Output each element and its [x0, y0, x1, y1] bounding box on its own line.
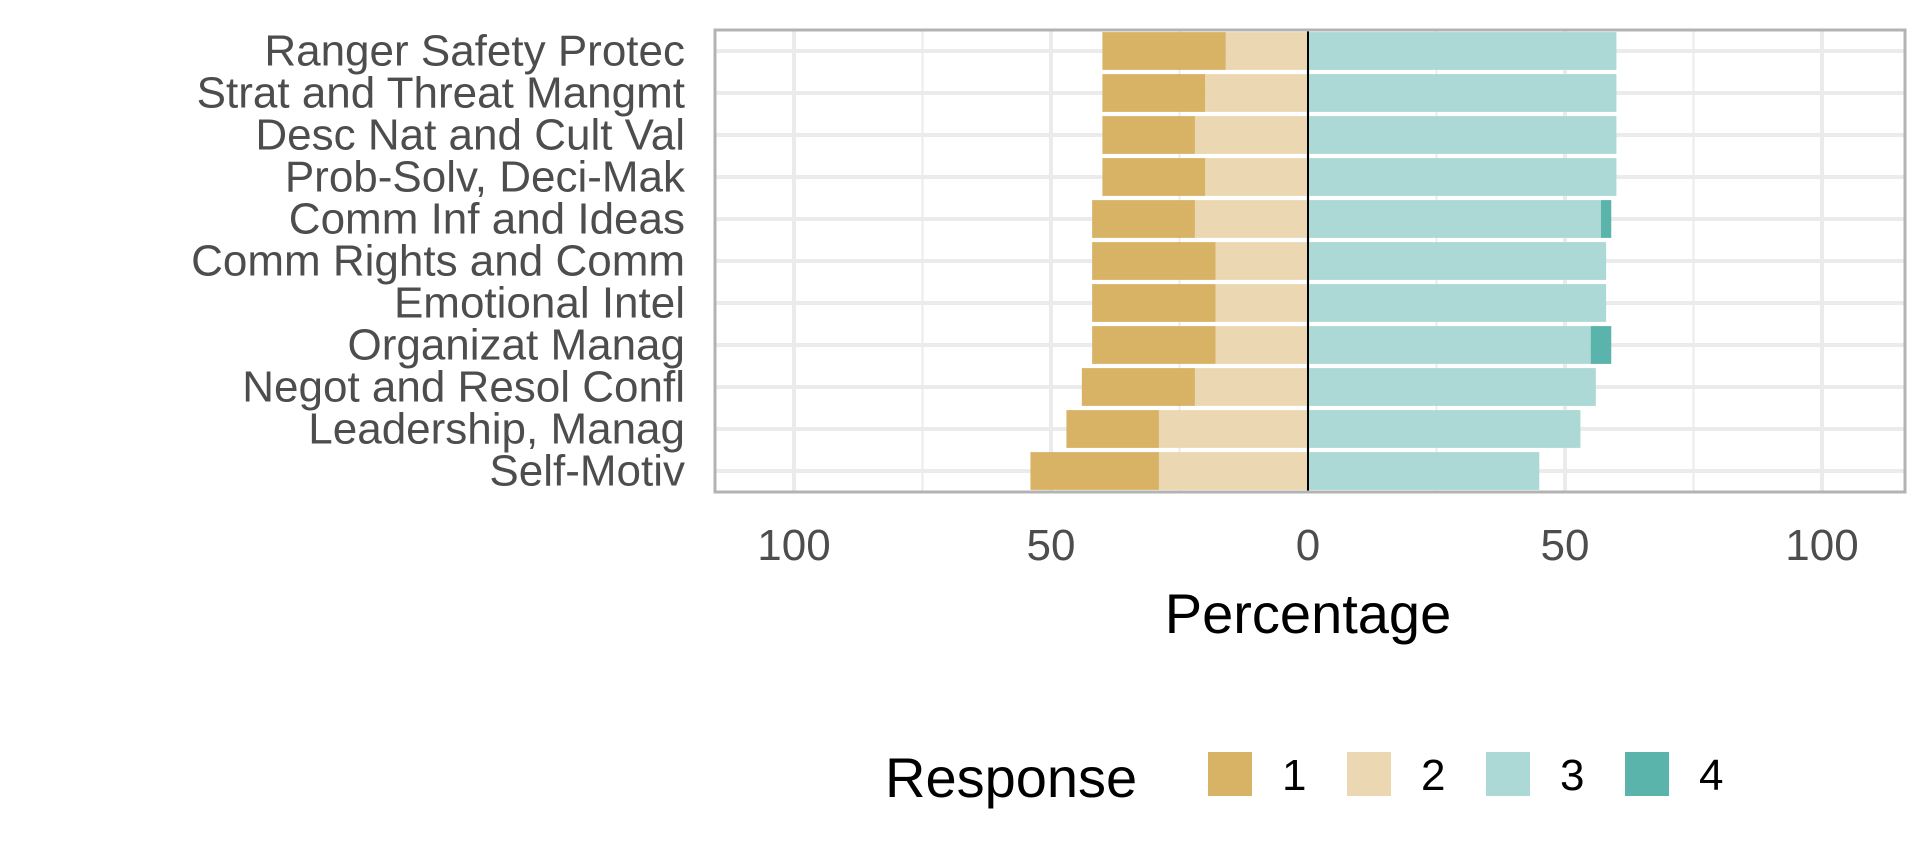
bar-segment-response-2	[1158, 452, 1308, 490]
panel-border	[713, 28, 1907, 494]
bar-segment-response-1	[1102, 116, 1195, 154]
bar-segment-response-2	[1205, 74, 1308, 112]
legend-label: 3	[1560, 751, 1584, 800]
bar-segment-response-3	[1308, 74, 1617, 112]
legend-key-1	[1208, 752, 1252, 796]
bar-segment-response-1	[1102, 74, 1206, 112]
bar-segment-response-1	[1102, 158, 1206, 196]
category-label: Strat and Threat Mangmt	[197, 69, 685, 118]
bar-segment-response-3	[1308, 452, 1540, 490]
category-label: Leadership, Manag	[308, 405, 685, 454]
bar-segment-response-2	[1194, 368, 1308, 406]
bar-segment-response-2	[1194, 200, 1308, 238]
x-tick-label: 100	[757, 521, 830, 570]
x-tick-label: 50	[1027, 521, 1076, 570]
bar-segment-response-3	[1308, 410, 1581, 448]
bar-segment-response-1	[1102, 32, 1226, 70]
category-label: Comm Rights and Comm	[191, 237, 685, 286]
category-label: Emotional Intel	[394, 279, 685, 328]
bar-segment-response-1	[1030, 452, 1159, 490]
legend-label: 4	[1699, 751, 1723, 800]
bar-segment-response-2	[1225, 32, 1308, 70]
x-tick-label: 100	[1785, 521, 1858, 570]
bar-segment-response-3	[1308, 284, 1607, 322]
legend: Response 1 2 3 4	[885, 746, 1723, 809]
bar-segment-response-2	[1215, 242, 1308, 280]
category-label: Negot and Resol Confl	[242, 363, 685, 412]
bar-segment-response-1	[1092, 200, 1195, 238]
bar-segment-response-3	[1308, 368, 1596, 406]
bar-segment-response-2	[1194, 116, 1308, 154]
legend-key-2	[1347, 752, 1391, 796]
bar-segment-response-2	[1205, 158, 1308, 196]
bar-segment-response-2	[1215, 326, 1308, 364]
bar-segment-response-4	[1600, 200, 1612, 238]
category-label: Ranger Safety Protec	[264, 27, 685, 76]
bar-segment-response-1	[1066, 410, 1159, 448]
category-label: Organizat Manag	[347, 321, 685, 370]
category-label: Prob-Solv, Deci-Mak	[285, 153, 686, 202]
legend-key-3	[1486, 752, 1530, 796]
bar-segment-response-3	[1308, 200, 1601, 238]
x-tick-labels: 100 50 0 50 100	[757, 521, 1858, 570]
legend-label: 1	[1282, 751, 1306, 800]
bar-segment-response-1	[1081, 368, 1195, 406]
x-axis-title: Percentage	[1165, 582, 1451, 645]
bar-segment-response-1	[1092, 326, 1216, 364]
legend-title: Response	[885, 746, 1137, 809]
bar-segment-response-1	[1092, 242, 1216, 280]
bar-segment-response-3	[1308, 326, 1591, 364]
bars	[1030, 32, 1617, 490]
category-label: Comm Inf and Ideas	[289, 195, 685, 244]
bar-segment-response-3	[1308, 116, 1617, 154]
legend-label: 2	[1421, 751, 1445, 800]
bar-segment-response-2	[1215, 284, 1308, 322]
category-label: Desc Nat and Cult Val	[255, 111, 685, 160]
category-label: Self-Motiv	[489, 447, 685, 496]
x-tick-label: 50	[1541, 521, 1590, 570]
bar-segment-response-4	[1590, 326, 1612, 364]
bar-segment-response-3	[1308, 32, 1617, 70]
bar-segment-response-1	[1092, 284, 1216, 322]
legend-key-4	[1625, 752, 1669, 796]
legend-items: 1 2 3 4	[1208, 751, 1723, 800]
bar-segment-response-2	[1158, 410, 1308, 448]
x-tick-label: 0	[1296, 521, 1320, 570]
bar-segment-response-3	[1308, 158, 1617, 196]
bar-segment-response-3	[1308, 242, 1607, 280]
